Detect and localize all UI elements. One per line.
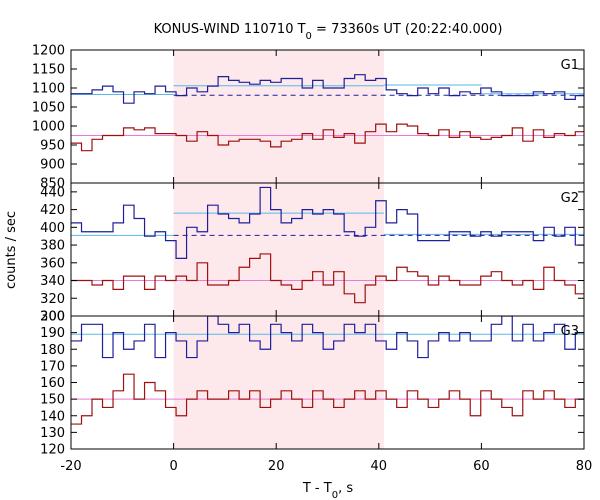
chart-title: KONUS-WIND 110710 T0 = 73360s UT (20:22:…: [154, 22, 503, 42]
y-tick-label: 1050: [32, 101, 65, 116]
y-tick-label: 850: [40, 177, 65, 192]
x-tick-label: 0: [169, 459, 177, 474]
y-tick-label: 170: [40, 359, 65, 374]
g2-lower-histogram: [71, 253, 584, 304]
y-axis-label: counts / sec: [4, 211, 19, 289]
y-tick-label: 120: [40, 443, 65, 458]
y-tick-label: 900: [40, 158, 65, 173]
x-tick-label: 60: [473, 459, 490, 474]
panel-g2: 300 320 340 360 380 400 420 440 G2: [40, 183, 585, 325]
panel-frame: [70, 315, 585, 450]
x-tick-label: 40: [371, 459, 388, 474]
y-tick-label: 360: [40, 256, 65, 271]
x-tick-label: 20: [268, 459, 285, 474]
panel-g1: 850 900 950 1000 1050 1100 1150 1200 G1: [32, 44, 585, 192]
y-tick-label: 1150: [32, 63, 65, 78]
y-tick-label: 140: [40, 409, 65, 424]
y-tick-label: 320: [40, 292, 65, 307]
y-tick-label: 440: [40, 185, 65, 200]
y-tick-label: 420: [40, 203, 65, 218]
y-tick-label: 180: [40, 343, 65, 358]
g3-lower-histogram: [71, 373, 584, 425]
g3-upper-histogram: [71, 316, 584, 359]
y-tick-label: 300: [40, 310, 65, 325]
g1-lower-histogram: [71, 123, 584, 152]
y-tick-label: 400: [40, 221, 65, 236]
highlight-interval: [173, 50, 384, 449]
chart-title-subscript: 0: [306, 31, 312, 42]
y-tick-label: 150: [40, 393, 65, 408]
panel-label-g3: G3: [561, 324, 579, 339]
y-tick-label: 1000: [32, 120, 65, 135]
x-tick-label: -20: [60, 459, 81, 474]
x-axis-label: T - T0, s: [302, 481, 353, 500]
y-tick-label: 190: [40, 326, 65, 341]
y-tick-label: 200: [40, 310, 65, 325]
panel-label-g1: G1: [561, 58, 579, 73]
y-tick-label: 130: [40, 426, 65, 441]
y-tick-label: 160: [40, 376, 65, 391]
x-axis-label-subscript: 0: [332, 490, 338, 500]
g1-upper-histogram: [71, 74, 584, 104]
y-tick-label: 950: [40, 139, 65, 154]
y-tick-label: 1100: [32, 82, 65, 97]
y-tick-label: 1200: [32, 44, 65, 59]
g2-upper-histogram: [71, 186, 584, 259]
y-tick-label: 380: [40, 239, 65, 254]
y-tick-label: 340: [40, 274, 65, 289]
panel-label-g2: G2: [561, 191, 579, 206]
x-tick-label: 80: [576, 459, 593, 474]
